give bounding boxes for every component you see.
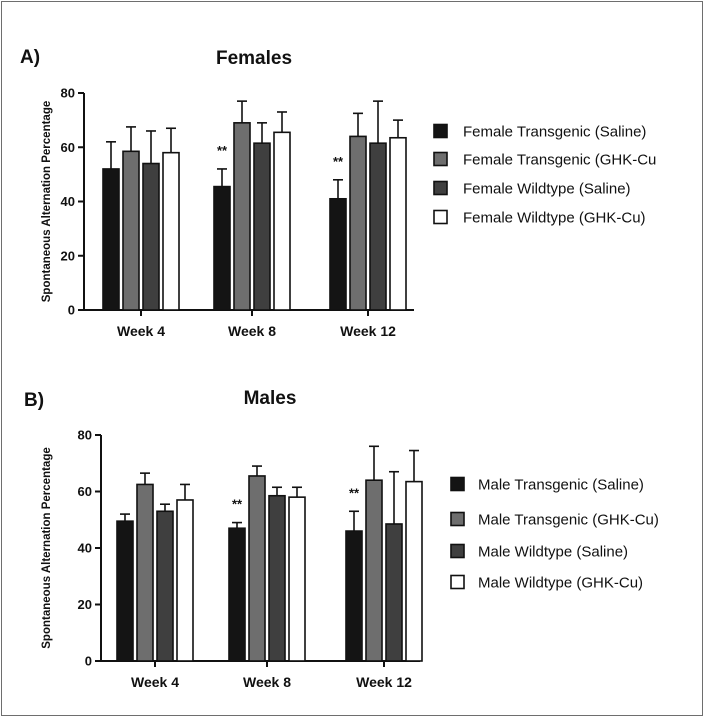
panel-label: B) — [24, 390, 44, 411]
y-tick-label: 60 — [61, 140, 75, 155]
legend-entry: Male Transgenic (Saline) — [478, 477, 644, 494]
significance-marker: ** — [232, 497, 243, 512]
bar — [405, 480, 423, 662]
bar — [345, 530, 363, 662]
x-category-label: Week 12 — [356, 674, 412, 690]
chart-title: Males — [244, 388, 297, 409]
legend-swatch — [450, 543, 465, 559]
legend-entry: Male Transgenic (GHK-Cu) — [478, 512, 659, 529]
bar — [162, 151, 180, 311]
x-category-label: Week 8 — [243, 674, 291, 690]
x-category-label: Week 8 — [228, 323, 276, 339]
legend-entry: Male Wildtype (Saline) — [478, 544, 628, 561]
legend-swatch — [450, 574, 465, 590]
legend-entry: Female Wildtype (GHK-Cu) — [463, 210, 646, 227]
significance-marker: ** — [333, 154, 344, 169]
bar — [136, 483, 154, 662]
bar — [268, 494, 286, 662]
y-tick-label: 0 — [85, 654, 92, 669]
y-tick-label: 40 — [78, 541, 92, 556]
bar — [389, 136, 407, 311]
bar — [233, 122, 251, 311]
significance-marker: ** — [349, 485, 360, 500]
bar — [142, 162, 160, 311]
y-tick-label: 0 — [68, 303, 75, 318]
panel-label: A) — [20, 47, 40, 68]
bar — [122, 150, 140, 311]
y-tick-label: 20 — [61, 248, 75, 263]
y-axis-label: Spontaneous Alternation Percentage — [41, 447, 53, 649]
y-tick-label: 40 — [61, 194, 75, 209]
y-tick-label: 20 — [78, 597, 92, 612]
bar — [329, 197, 347, 311]
x-category-label: Week 12 — [340, 323, 396, 339]
legend-swatch — [450, 476, 465, 492]
x-category-label: Week 4 — [117, 323, 165, 339]
y-tick-label: 60 — [78, 484, 92, 499]
y-tick-label: 80 — [61, 86, 75, 101]
y-tick-label: 80 — [78, 428, 92, 443]
bar — [228, 527, 246, 662]
legend-entry: Female Transgenic (Saline) — [463, 124, 646, 141]
x-category-label: Week 4 — [131, 674, 179, 690]
bar — [248, 475, 266, 662]
legend-entry: Female Wildtype (Saline) — [463, 181, 631, 198]
legend-swatch — [433, 151, 448, 167]
legend-swatch — [450, 511, 465, 527]
bar — [273, 131, 291, 311]
bar — [385, 523, 403, 662]
legend-entry: Male Wildtype (GHK-Cu) — [478, 575, 643, 592]
legend-swatch — [433, 123, 448, 139]
bar — [116, 520, 134, 662]
y-axis-label: Spontaneous Alternation Percentage — [41, 101, 53, 303]
bar — [176, 499, 194, 662]
bar — [253, 142, 271, 311]
bar — [156, 510, 174, 662]
legend-swatch — [433, 209, 448, 225]
bar — [349, 135, 367, 311]
bar — [369, 142, 387, 311]
bar — [365, 479, 383, 662]
significance-marker: ** — [217, 143, 228, 158]
bar — [102, 168, 120, 311]
legend-swatch — [433, 180, 448, 196]
chart-title: Females — [216, 48, 292, 69]
bar — [213, 185, 231, 311]
legend-entry: Female Transgenic (GHK-Cu — [463, 152, 656, 169]
bar — [288, 496, 306, 662]
